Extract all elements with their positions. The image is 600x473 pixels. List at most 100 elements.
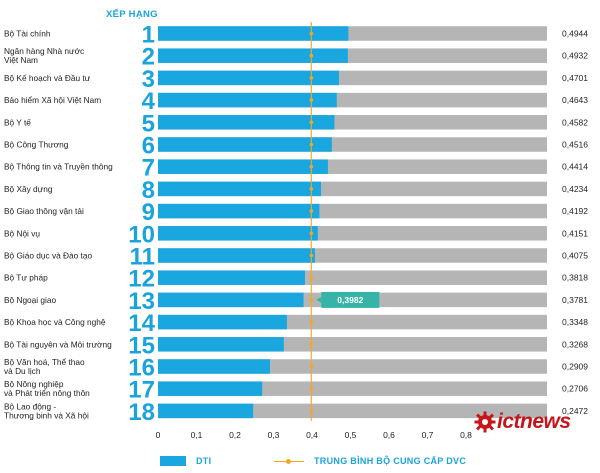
value-label: 0,2706 — [562, 384, 588, 394]
value-label: 0,4643 — [562, 95, 588, 105]
rank-number: 5 — [142, 110, 155, 137]
dti-bar — [158, 226, 318, 241]
average-callout-label: 0,3982 — [337, 295, 363, 305]
average-marker — [309, 76, 314, 80]
average-marker — [309, 142, 314, 147]
value-label: 0,4414 — [562, 162, 588, 172]
x-tick-label: 0,5 — [345, 430, 357, 440]
value-label: 0,4075 — [562, 251, 588, 261]
category-label: Bộ Tư pháp — [4, 273, 48, 283]
rank-number: 14 — [128, 310, 155, 337]
dti-bar — [158, 115, 335, 130]
category-label: Bộ Kế hoạch và Đầu tư — [4, 73, 91, 83]
value-label: 0,4151 — [562, 228, 588, 238]
dti-bar — [158, 270, 305, 285]
average-callout — [321, 291, 380, 308]
category-label: Bộ Giao thông vận tải — [4, 206, 84, 216]
dti-bar — [158, 181, 322, 197]
x-tick-label: 0,6 — [383, 430, 395, 440]
average-marker — [309, 386, 314, 391]
legend-dti-label: DTI — [196, 456, 212, 466]
category-label: Bộ Thông tin và Truyền thông — [4, 162, 113, 172]
legend-dti-swatch — [160, 456, 186, 466]
average-callout-pointer — [316, 296, 322, 303]
rank-header: XẾP HẠNG — [106, 9, 158, 20]
dti-bar — [158, 70, 339, 86]
dti-bar — [158, 48, 348, 63]
average-marker — [309, 187, 314, 191]
rank-number: 17 — [128, 377, 155, 404]
average-marker — [309, 342, 314, 347]
dti-bar — [158, 403, 254, 419]
legend-average: TRUNG BÌNH BỘ CUNG CẤP DVC — [274, 454, 466, 468]
dti-bar — [158, 159, 328, 174]
ictnews-logo: ictnews — [474, 410, 571, 434]
value-label: 0,2472 — [562, 406, 588, 416]
rank-number: 1 — [142, 22, 155, 49]
rank-number: 6 — [142, 133, 155, 160]
category-label: Bộ Nông nghiệp và Phát triển nông thôn — [4, 379, 90, 398]
average-marker — [309, 98, 314, 102]
value-label: 0,2909 — [562, 362, 588, 372]
dti-bar — [158, 292, 304, 308]
dti-bar — [158, 381, 263, 396]
average-marker — [309, 120, 314, 125]
average-marker — [309, 253, 314, 258]
rank-number: 7 — [142, 155, 155, 182]
average-marker — [309, 164, 314, 169]
category-label: Ngân hàng Nhà nước Việt Nam — [4, 46, 84, 65]
rank-number: 2 — [142, 44, 155, 71]
value-label: 0,3348 — [562, 317, 588, 327]
dti-bar — [158, 92, 337, 108]
average-marker — [309, 320, 314, 324]
category-label: Bộ Lao động -Thương binh và Xã hội — [4, 401, 89, 420]
rank-number: 11 — [130, 244, 155, 271]
x-tick-label: 0 — [156, 430, 161, 440]
category-label: Bộ Nội vụ — [4, 228, 40, 238]
x-tick-label: 0,1 — [191, 430, 203, 440]
rank-number: 13 — [128, 288, 155, 315]
average-marker — [309, 275, 314, 280]
category-label: Bộ Xây dựng — [4, 184, 53, 194]
value-label: 0,4234 — [562, 184, 588, 194]
gear-logo-icon — [474, 411, 496, 433]
average-marker — [309, 209, 314, 213]
x-tick-label: 0,2 — [229, 430, 241, 440]
value-label: 0,3818 — [562, 273, 588, 283]
category-label: Bộ Tài nguyên và Môi trường — [4, 339, 112, 349]
x-tick-label: 0,4 — [306, 430, 318, 440]
logo-text: ictnews — [497, 410, 571, 433]
legend-dti: DTI — [160, 454, 211, 468]
value-label: 0,4516 — [562, 140, 588, 150]
rank-number: 16 — [128, 355, 155, 382]
rank-number: 8 — [142, 177, 155, 204]
x-tick-label: 0,7 — [422, 430, 434, 440]
bar-track — [158, 403, 547, 419]
dti-bar — [158, 26, 349, 41]
average-marker — [309, 53, 314, 58]
dti-bar — [158, 337, 284, 352]
rank-number: 12 — [128, 266, 155, 293]
category-label: Bộ Công Thương — [4, 140, 69, 150]
category-label: Bộ Tài chính — [4, 29, 51, 39]
value-label: 0,4701 — [562, 73, 588, 83]
rank-number: 18 — [128, 399, 155, 426]
value-label: 0,4582 — [562, 117, 588, 127]
dti-bar — [158, 248, 315, 263]
rank-number: 3 — [142, 66, 155, 93]
average-marker — [309, 298, 314, 302]
rank-number: 15 — [128, 332, 155, 359]
dti-bar — [158, 359, 270, 374]
legend-average-marker — [274, 456, 304, 466]
average-marker — [309, 364, 314, 369]
category-label: Bộ Khoa học và Công nghệ — [4, 317, 106, 327]
value-label: 0,4192 — [562, 206, 588, 216]
x-tick-label: 0,3 — [268, 430, 280, 440]
legend-average-label: TRUNG BÌNH BỘ CUNG CẤP DVC — [314, 456, 467, 466]
average-marker — [309, 409, 314, 413]
category-label: Bộ Y tế — [4, 117, 31, 127]
average-marker — [309, 31, 314, 36]
value-label: 0,4944 — [562, 29, 588, 39]
x-tick-label: 0,8 — [460, 430, 472, 440]
dti-bar — [158, 137, 332, 152]
